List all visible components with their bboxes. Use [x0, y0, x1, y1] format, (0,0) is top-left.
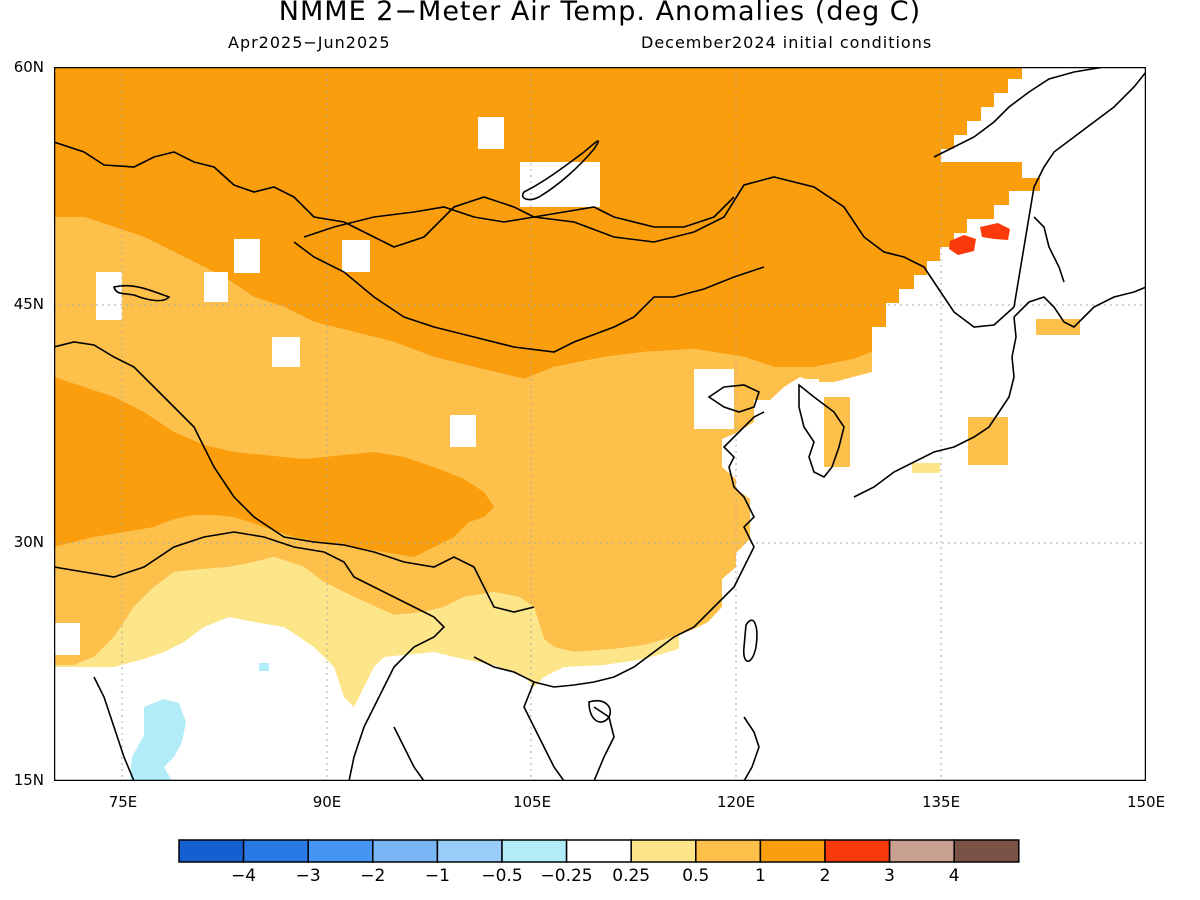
anomaly-region-0_25-to-0_5-south [54, 557, 679, 707]
init-conditions-label: December2024 initial conditions [641, 33, 933, 52]
lon-label-90e: 90E [312, 793, 342, 811]
colorbar-label: 2 [819, 866, 831, 886]
colorbar-label: −1 [424, 866, 450, 886]
lat-label-45n: 45N [13, 295, 44, 313]
colorbar [178, 839, 1020, 863]
lat-label-30n: 30N [13, 533, 44, 551]
lon-label-105e: 105E [512, 793, 552, 811]
colorbar-swatch [630, 839, 697, 863]
colorbar-label: 3 [884, 866, 895, 886]
colorbar-swatch [695, 839, 762, 863]
colorbar-swatch [307, 839, 374, 863]
lon-label-120e: 120E [716, 793, 756, 811]
colorbar-swatch [501, 839, 568, 863]
colorbar-label: 0.5 [682, 866, 710, 886]
colorbar-swatch [242, 839, 309, 863]
colorbar-swatch [178, 839, 245, 863]
anomaly-region-1-to-2-north [54, 67, 1040, 379]
colorbar-label: 0.25 [612, 866, 651, 886]
colorbar-swatch [759, 839, 826, 863]
lat-label-60n: 60N [13, 58, 44, 76]
colorbar-swatch [565, 839, 632, 863]
colorbar-label: 1 [754, 866, 766, 886]
anomaly-patch-hokkaido [1036, 319, 1080, 335]
coastlines [54, 67, 1146, 781]
anomaly-patch-blue-small [259, 663, 269, 671]
period-label: Apr2025−Jun2025 [228, 33, 391, 52]
colorbar-swatch [372, 839, 439, 863]
map-frame [54, 67, 1146, 781]
graticule [54, 67, 1146, 781]
colorbar-label: −4 [231, 866, 257, 886]
anomaly-region-1-to-2-westbelt [54, 397, 144, 527]
anomaly-patch-japan-honshu [968, 417, 1008, 465]
colorbar-label: 4 [948, 866, 960, 886]
anomaly-region-2-to-3-a [949, 235, 976, 255]
map-title: NMME 2−Meter Air Temp. Anomalies (deg C) [278, 0, 922, 27]
anomaly-map [54, 67, 1146, 781]
lon-label-75e: 75E [108, 793, 138, 811]
lon-label-150e: 150E [1126, 793, 1166, 811]
colorbar-swatch [888, 839, 955, 863]
anomaly-region-neg-0_25-to-neg-0_5 [130, 699, 186, 781]
anomaly-region-1-to-2-tibet [54, 377, 494, 557]
colorbar-label: −0.25 [540, 866, 593, 886]
anomaly-fill-layer [54, 67, 1080, 781]
colorbar-label: −3 [295, 866, 321, 886]
colorbar-swatch [824, 839, 891, 863]
lon-label-135e: 135E [921, 793, 961, 811]
lat-label-15n: 15N [13, 771, 44, 789]
colorbar-label: −0.5 [481, 866, 523, 886]
colorbar-label: −2 [360, 866, 386, 886]
anomaly-patch-kyushu [912, 463, 940, 473]
colorbar-swatch [436, 839, 503, 863]
colorbar-swatch [953, 839, 1020, 863]
anomaly-region-2-to-3-b [980, 223, 1010, 240]
